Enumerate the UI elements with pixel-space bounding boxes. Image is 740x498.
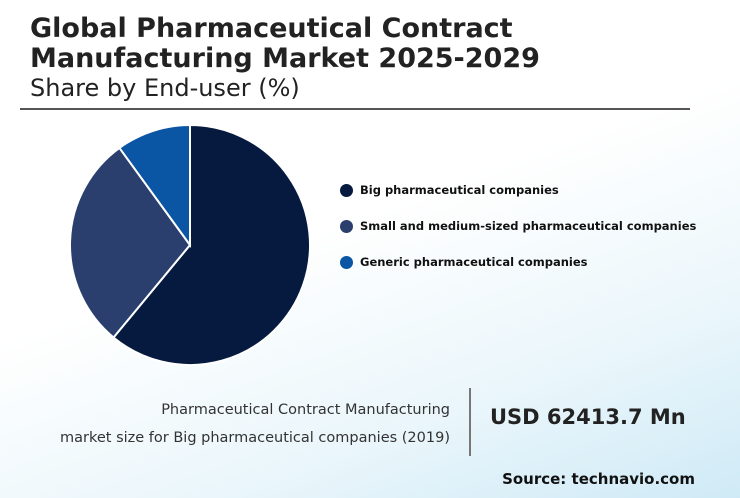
market-size-description-line1: Pharmaceutical Contract Manufacturing [161, 402, 450, 418]
legend-swatch-big-pharma [340, 183, 353, 197]
market-size-value: USD 62413.7 Mn [490, 405, 686, 429]
market-size-description-line2: market size for Big pharmaceutical compa… [60, 430, 450, 446]
legend-item-big-pharma: Big pharmaceutical companies [340, 172, 696, 208]
footer-divider [469, 388, 471, 456]
chart-title: Global Pharmaceutical Contract Manufactu… [30, 13, 540, 74]
market-size-description: Pharmaceutical Contract Manufacturing ma… [0, 396, 450, 452]
legend: Big pharmaceutical companies Small and m… [340, 172, 696, 280]
source-credit: Source: technavio.com [502, 470, 695, 488]
legend-item-small-medium-pharma: Small and medium-sized pharmaceutical co… [340, 208, 696, 244]
pie-slice-generic-pharma [118, 123, 191, 249]
legend-label-generic-pharma: Generic pharmaceutical companies [360, 255, 588, 269]
legend-item-generic-pharma: Generic pharmaceutical companies [340, 244, 696, 280]
pie-slice-small-medium-pharma [69, 146, 192, 339]
legend-label-big-pharma: Big pharmaceutical companies [360, 183, 559, 197]
pie-slice-big-pharma [112, 123, 311, 366]
legend-label-small-medium-pharma: Small and medium-sized pharmaceutical co… [360, 219, 697, 233]
legend-swatch-generic-pharma [340, 255, 353, 269]
chart-subtitle: Share by End-user (%) [30, 74, 300, 102]
pie-chart [69, 123, 311, 366]
legend-swatch-small-medium-pharma [340, 219, 353, 233]
header-divider [20, 108, 690, 110]
